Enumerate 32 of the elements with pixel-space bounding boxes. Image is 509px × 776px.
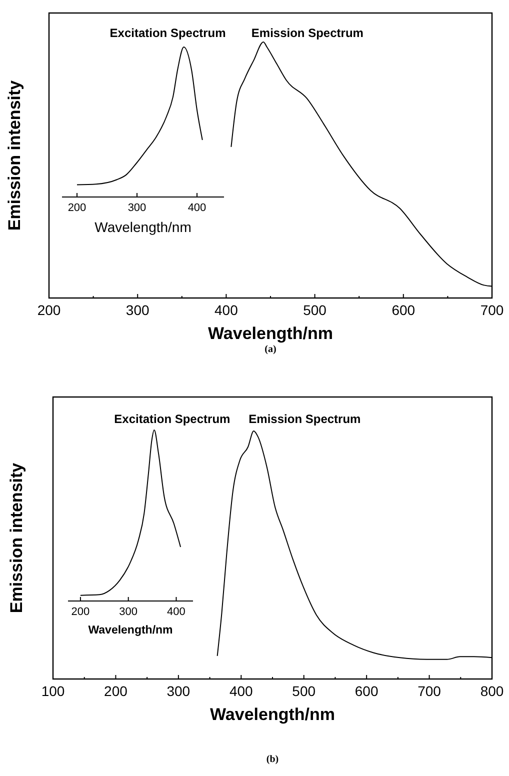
x-tick-label: 200	[71, 606, 90, 618]
x-tick-label: 300	[128, 202, 146, 214]
x-tick-label: 400	[188, 202, 206, 214]
x-tick-label: 400	[229, 683, 254, 699]
text: (a)	[264, 344, 276, 355]
x-axis-title: Wavelength/nm	[94, 219, 192, 235]
x-tick-label: 200	[68, 202, 86, 214]
x-tick-label: 100	[41, 683, 65, 699]
x-tick-label: 800	[480, 683, 504, 699]
series-label: Excitation Spectrum	[114, 412, 230, 426]
y-axis-title: Emission intensity	[5, 80, 24, 231]
y-axis-title: Emission intensity	[7, 462, 26, 614]
series-label: Emission Spectrum	[251, 26, 364, 40]
x-axis-title: Wavelength/nm	[208, 324, 333, 343]
text: (b)	[266, 754, 279, 765]
x-tick-label: 300	[119, 606, 138, 618]
x-tick-label: 500	[303, 302, 327, 318]
x-tick-label: 600	[392, 302, 416, 318]
x-tick-label: 400	[167, 606, 186, 618]
x-tick-label: 300	[126, 302, 150, 318]
series-label: Excitation Spectrum	[110, 26, 226, 40]
x-tick-label: 700	[418, 683, 442, 699]
x-tick-label: 300	[166, 683, 190, 699]
x-tick-label: 600	[354, 683, 378, 699]
x-tick-label: 400	[214, 302, 238, 318]
x-axis-title: Wavelength/nm	[88, 624, 173, 636]
series-label: Emission Spectrum	[248, 412, 361, 426]
x-tick-label: 200	[104, 683, 128, 699]
x-tick-label: 700	[480, 302, 504, 318]
x-tick-label: 200	[37, 302, 61, 318]
x-axis-title: Wavelength/nm	[210, 705, 335, 724]
x-tick-label: 500	[292, 683, 316, 699]
